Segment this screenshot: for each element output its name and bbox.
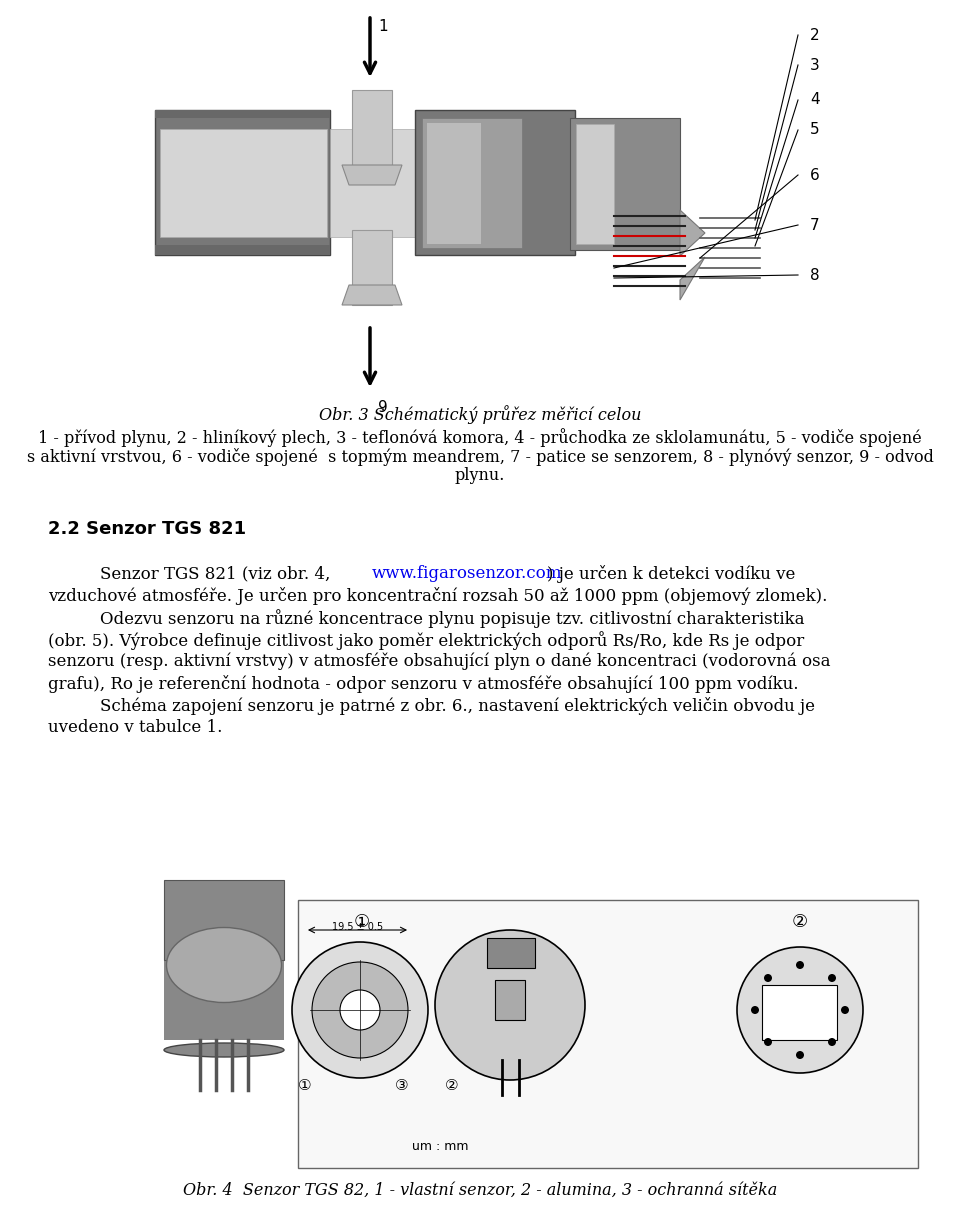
Bar <box>160 129 327 237</box>
Bar <box>330 129 415 237</box>
Polygon shape <box>342 165 402 185</box>
Text: grafu), Ro je referenční hodnota - odpor senzoru v atmosféře obsahující 100 ppm : grafu), Ro je referenční hodnota - odpor… <box>48 675 799 693</box>
Circle shape <box>828 974 836 982</box>
Circle shape <box>435 930 585 1080</box>
Text: 5: 5 <box>810 122 820 138</box>
Text: 4: 4 <box>810 93 820 108</box>
Bar <box>422 118 522 248</box>
Bar <box>415 110 575 255</box>
Ellipse shape <box>166 928 281 1003</box>
Text: 2.2 Senzor TGS 821: 2.2 Senzor TGS 821 <box>48 519 246 538</box>
Bar <box>155 110 330 255</box>
Circle shape <box>340 991 380 1030</box>
Circle shape <box>841 1006 849 1014</box>
Text: uvedeno v tabulce 1.: uvedeno v tabulce 1. <box>48 719 223 736</box>
Text: ) je určen k detekci vodíku ve: ) je určen k detekci vodíku ve <box>547 565 796 583</box>
Polygon shape <box>680 257 705 300</box>
Bar <box>762 985 837 1040</box>
Bar <box>155 110 330 118</box>
Bar <box>155 245 330 255</box>
Circle shape <box>796 1051 804 1059</box>
Bar <box>298 900 918 1168</box>
Polygon shape <box>680 210 705 256</box>
Bar <box>495 980 525 1020</box>
Text: Schéma zapojení senzoru je patrné z obr. 6., nastavení elektrických veličin obvo: Schéma zapojení senzoru je patrné z obr.… <box>100 697 815 715</box>
Text: ②: ② <box>445 1078 459 1092</box>
Bar <box>426 122 481 244</box>
Text: 8: 8 <box>810 267 820 283</box>
Text: 1 - přívod plynu, 2 - hliníkový plech, 3 - teflonóvá komora, 4 - průchodka ze sk: 1 - přívod plynu, 2 - hliníkový plech, 3… <box>38 428 922 447</box>
Text: plynu.: plynu. <box>455 467 505 484</box>
Circle shape <box>312 962 408 1058</box>
Text: Senzor TGS 821 (viz obr. 4,: Senzor TGS 821 (viz obr. 4, <box>100 565 336 582</box>
Ellipse shape <box>164 1043 284 1057</box>
Bar <box>487 937 535 968</box>
Text: um : mm: um : mm <box>412 1140 468 1152</box>
Circle shape <box>292 942 428 1078</box>
Bar <box>576 124 614 244</box>
Bar <box>570 118 680 250</box>
Bar <box>352 91 392 165</box>
Circle shape <box>751 1006 759 1014</box>
Text: vzduchové atmosféře. Je určen pro koncentrační rozsah 50 až 1000 ppm (objemový z: vzduchové atmosféře. Je určen pro koncen… <box>48 587 828 605</box>
Circle shape <box>828 1038 836 1046</box>
Text: s aktivní vrstvou, 6 - vodiče spojené  s topmým meandrem, 7 - patice se senzorem: s aktivní vrstvou, 6 - vodiče spojené s … <box>27 448 933 466</box>
Text: Odezvu senzoru na různé koncentrace plynu popisuje tzv. citlivostní charakterist: Odezvu senzoru na různé koncentrace plyn… <box>100 609 804 628</box>
Text: 1: 1 <box>378 19 388 34</box>
Text: 3: 3 <box>810 58 820 72</box>
Text: senzoru (resp. aktivní vrstvy) v atmosféře obsahující plyn o dané koncentraci (v: senzoru (resp. aktivní vrstvy) v atmosfé… <box>48 654 830 670</box>
Text: ③: ③ <box>396 1078 409 1092</box>
Circle shape <box>737 947 863 1073</box>
Text: ①: ① <box>354 913 370 931</box>
Polygon shape <box>342 285 402 304</box>
Bar <box>164 960 284 1040</box>
Text: 19.5 ± 0.5: 19.5 ± 0.5 <box>332 922 383 933</box>
Text: (obr. 5). Výrobce definuje citlivost jako poměr elektrických odporů Rs/Ro, kde R: (obr. 5). Výrobce definuje citlivost jak… <box>48 631 804 650</box>
Text: www.figarosenzor.com: www.figarosenzor.com <box>372 565 563 582</box>
Text: 7: 7 <box>810 217 820 232</box>
Text: ②: ② <box>792 913 808 931</box>
Text: Obr. 3 Schématický průřez měřicí celou: Obr. 3 Schématický průřez měřicí celou <box>319 405 641 424</box>
Circle shape <box>764 1038 772 1046</box>
Text: 2: 2 <box>810 28 820 42</box>
Text: ①: ① <box>299 1078 312 1092</box>
Text: Obr. 4  Senzor TGS 82, 1 - vlastní senzor, 2 - alumina, 3 - ochranná sítěka: Obr. 4 Senzor TGS 82, 1 - vlastní senzor… <box>182 1181 778 1200</box>
Bar <box>164 879 284 960</box>
Text: 9: 9 <box>378 400 388 416</box>
Bar <box>352 230 392 304</box>
Circle shape <box>796 962 804 969</box>
Text: 6: 6 <box>810 168 820 182</box>
Circle shape <box>764 974 772 982</box>
